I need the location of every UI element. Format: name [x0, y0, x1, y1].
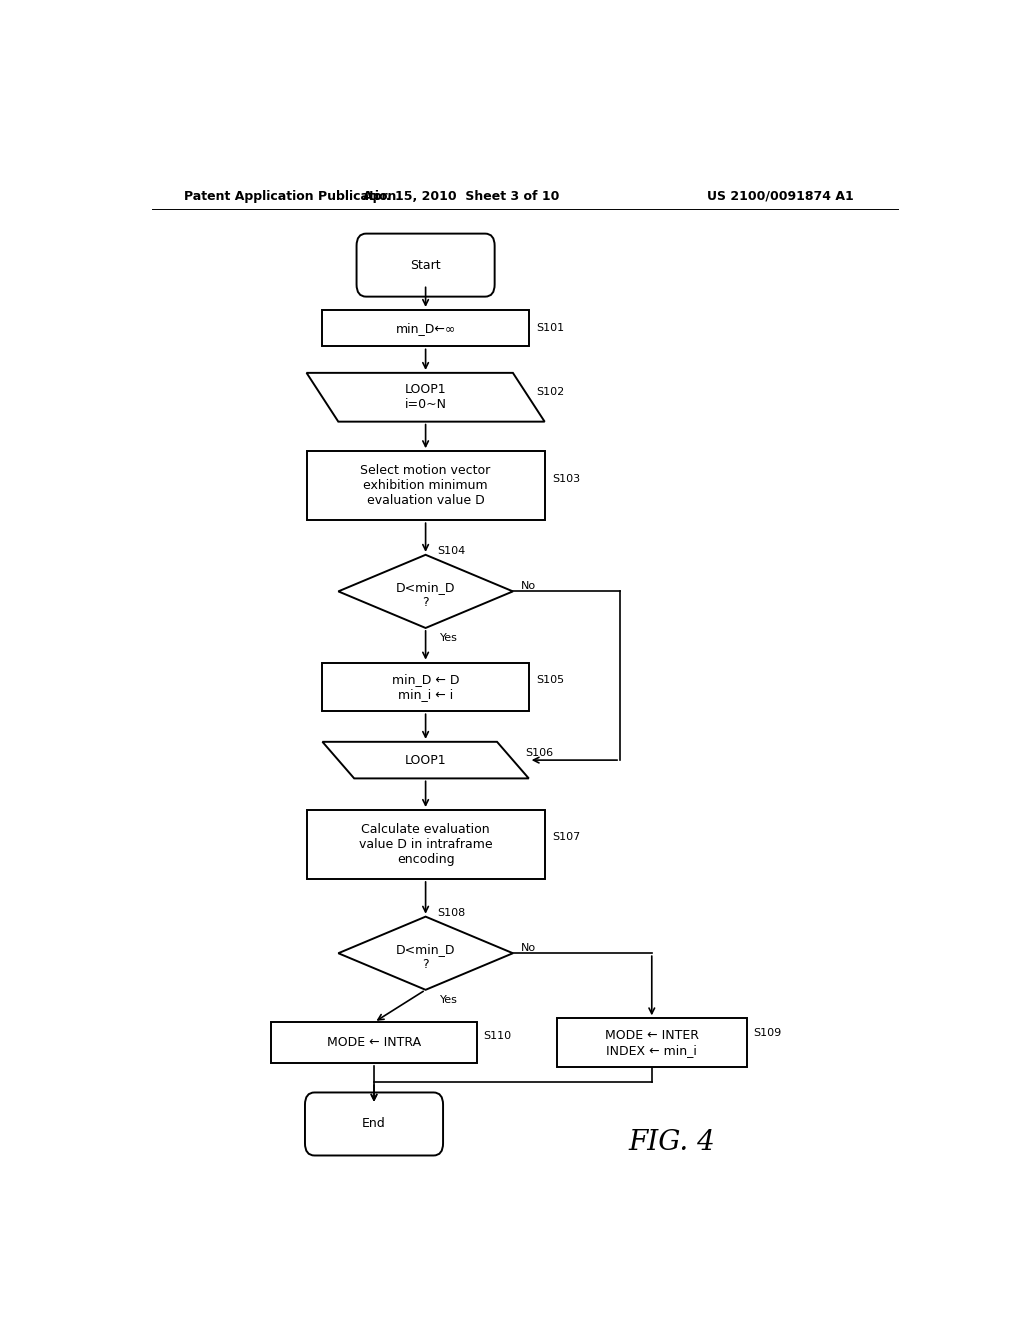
Text: S107: S107: [553, 833, 581, 842]
Text: MODE ← INTER
INDEX ← min_i: MODE ← INTER INDEX ← min_i: [605, 1028, 698, 1057]
Bar: [323, 310, 528, 346]
Text: LOOP1
i=0~N: LOOP1 i=0~N: [404, 383, 446, 412]
Text: Start: Start: [411, 259, 441, 272]
Text: D<min_D
?: D<min_D ?: [396, 944, 456, 972]
Text: No: No: [521, 581, 536, 591]
FancyBboxPatch shape: [305, 1093, 443, 1155]
FancyBboxPatch shape: [356, 234, 495, 297]
Polygon shape: [338, 916, 513, 990]
Text: S103: S103: [553, 474, 581, 483]
Text: Yes: Yes: [440, 634, 458, 643]
Text: min_D ← D
min_i ← i: min_D ← D min_i ← i: [392, 673, 460, 701]
Text: S109: S109: [754, 1027, 781, 1038]
Text: S101: S101: [537, 323, 565, 333]
Polygon shape: [306, 372, 545, 421]
Text: D<min_D
?: D<min_D ?: [396, 581, 456, 610]
Text: Select motion vector
exhibition minimum
evaluation value D: Select motion vector exhibition minimum …: [360, 465, 490, 507]
Text: S104: S104: [437, 545, 466, 556]
Text: MODE ← INTRA: MODE ← INTRA: [327, 1036, 421, 1049]
Polygon shape: [338, 554, 513, 628]
Text: Yes: Yes: [440, 995, 458, 1005]
Polygon shape: [323, 742, 528, 779]
Text: S105: S105: [537, 675, 565, 685]
Bar: [306, 810, 545, 879]
Text: S106: S106: [524, 748, 553, 758]
Text: S110: S110: [483, 1031, 512, 1040]
Bar: [306, 451, 545, 520]
Text: min_D←∞: min_D←∞: [395, 322, 456, 335]
Bar: [557, 1018, 748, 1067]
Text: End: End: [362, 1118, 386, 1130]
Text: LOOP1: LOOP1: [404, 754, 446, 767]
Text: S102: S102: [537, 387, 565, 397]
Text: FIG. 4: FIG. 4: [628, 1129, 715, 1156]
Bar: [323, 663, 528, 711]
Text: S108: S108: [437, 908, 466, 917]
Text: No: No: [521, 944, 536, 953]
Text: US 2100/0091874 A1: US 2100/0091874 A1: [708, 190, 854, 202]
Bar: [270, 1022, 477, 1063]
Text: Apr. 15, 2010  Sheet 3 of 10: Apr. 15, 2010 Sheet 3 of 10: [364, 190, 559, 202]
Text: Calculate evaluation
value D in intraframe
encoding: Calculate evaluation value D in intrafra…: [358, 822, 493, 866]
Text: Patent Application Publication: Patent Application Publication: [183, 190, 396, 202]
